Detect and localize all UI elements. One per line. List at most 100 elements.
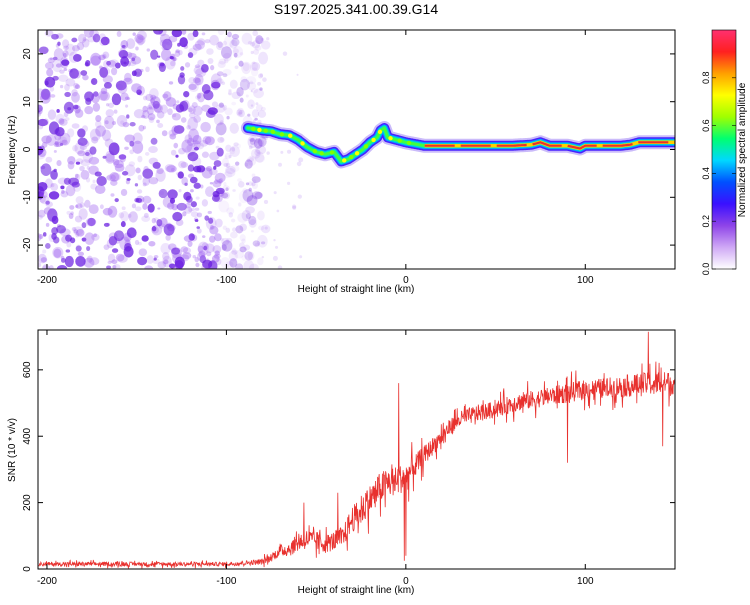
noise-blob bbox=[251, 176, 261, 183]
noise-blob bbox=[124, 72, 132, 83]
noise-blob bbox=[102, 51, 110, 59]
noise-blob bbox=[129, 149, 135, 155]
noise-blob bbox=[199, 140, 209, 147]
noise-blob bbox=[72, 145, 78, 152]
noise-blob bbox=[151, 217, 157, 224]
noise-blob bbox=[195, 262, 200, 268]
noise-blob bbox=[74, 173, 79, 179]
noise-blob bbox=[164, 56, 176, 70]
noise-blob bbox=[50, 183, 59, 191]
noise-blob bbox=[115, 253, 125, 262]
noise-blob bbox=[148, 240, 156, 247]
noise-blob bbox=[69, 68, 79, 79]
noise-blob bbox=[148, 116, 155, 123]
noise-blob bbox=[85, 177, 91, 183]
noise-blob bbox=[164, 163, 176, 173]
noise-blob bbox=[247, 99, 255, 110]
noise-blob bbox=[205, 258, 210, 263]
noise-blob bbox=[110, 172, 121, 182]
noise-blob bbox=[53, 142, 60, 148]
noise-blob bbox=[75, 244, 82, 253]
noise-blob bbox=[142, 182, 147, 187]
noise-blob bbox=[236, 112, 240, 116]
noise-blob bbox=[226, 237, 233, 243]
noise-blob bbox=[71, 45, 80, 52]
noise-blob bbox=[286, 149, 292, 154]
noise-blob bbox=[71, 227, 77, 232]
noise-blob bbox=[106, 265, 112, 269]
noise-blob bbox=[224, 152, 232, 160]
noise-blob bbox=[156, 110, 165, 119]
noise-blob bbox=[67, 156, 76, 165]
noise-blob bbox=[242, 188, 248, 194]
spectrum-ridge-knot bbox=[270, 129, 276, 135]
noise-blob bbox=[116, 30, 122, 38]
noise-blob bbox=[137, 37, 144, 46]
noise-blob bbox=[278, 162, 282, 167]
noise-blob bbox=[92, 102, 101, 112]
noise-blob bbox=[244, 162, 249, 167]
y-tick-label: 200 bbox=[22, 494, 33, 511]
noise-blob bbox=[296, 161, 302, 167]
noise-blob bbox=[245, 94, 249, 98]
noise-blob bbox=[257, 210, 265, 221]
noise-blob bbox=[47, 109, 57, 120]
noise-blob bbox=[115, 80, 127, 91]
noise-blob bbox=[94, 120, 102, 129]
spectrum-ridge-knot bbox=[288, 133, 293, 138]
noise-blob bbox=[296, 73, 299, 76]
noise-blob bbox=[234, 249, 244, 259]
noise-blob bbox=[217, 30, 225, 36]
noise-blob bbox=[92, 33, 101, 43]
noise-blob bbox=[63, 45, 69, 50]
noise-blob bbox=[236, 87, 244, 97]
noise-blob bbox=[187, 200, 192, 205]
noise-blob bbox=[91, 233, 100, 241]
noise-blob bbox=[225, 144, 232, 152]
noise-blob bbox=[133, 108, 145, 119]
noise-blob bbox=[60, 257, 66, 263]
noise-blob bbox=[80, 169, 90, 180]
noise-blob bbox=[136, 30, 147, 41]
noise-blob bbox=[221, 81, 226, 85]
noise-blob bbox=[261, 255, 265, 259]
noise-blob bbox=[107, 60, 117, 68]
noise-blob bbox=[218, 200, 230, 213]
noise-blob bbox=[194, 74, 204, 86]
noise-blob bbox=[134, 183, 139, 187]
noise-blob bbox=[80, 159, 91, 167]
spectrum-ridge-knot bbox=[397, 138, 402, 143]
noise-blob bbox=[219, 137, 224, 142]
noise-blob bbox=[188, 47, 198, 56]
noise-blob bbox=[40, 257, 48, 263]
noise-blob bbox=[194, 207, 200, 211]
noise-blob bbox=[167, 189, 178, 200]
noise-blob bbox=[111, 259, 118, 265]
noise-blob bbox=[65, 43, 76, 56]
noise-blob bbox=[84, 232, 95, 245]
noise-blob bbox=[60, 190, 69, 198]
noise-blob bbox=[175, 154, 179, 158]
noise-blob bbox=[142, 109, 150, 119]
noise-blob bbox=[237, 112, 243, 118]
snr-x-label: Height of straight line (km) bbox=[298, 585, 415, 596]
noise-blob bbox=[190, 189, 194, 193]
noise-blob bbox=[251, 181, 256, 187]
noise-blob bbox=[168, 263, 176, 269]
noise-blob bbox=[104, 120, 109, 125]
noise-blob bbox=[234, 65, 239, 70]
noise-blob bbox=[60, 255, 65, 261]
noise-blob bbox=[178, 188, 182, 193]
noise-blob bbox=[241, 210, 252, 222]
noise-blob bbox=[221, 46, 232, 59]
noise-blob bbox=[173, 142, 179, 149]
noise-blob bbox=[84, 91, 95, 102]
noise-blob bbox=[153, 217, 160, 223]
noise-blob bbox=[216, 71, 224, 77]
spectrum-ridge-layer bbox=[240, 121, 675, 169]
noise-blob bbox=[180, 161, 189, 168]
spectrum-ridge-knot bbox=[349, 154, 354, 160]
noise-blob bbox=[175, 172, 180, 175]
noise-blob bbox=[126, 51, 133, 58]
noise-blob bbox=[77, 137, 88, 146]
